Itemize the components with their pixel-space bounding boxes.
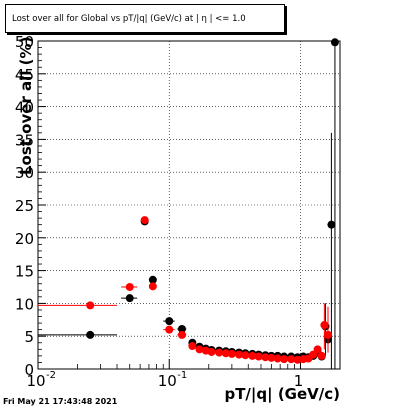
data-point [323,330,332,339]
x-axis-label: pT/|q| (GeV/c) [224,385,340,403]
data-point [207,347,216,356]
y-tick-label: 0 [24,361,34,379]
y-tick-label: 50 [15,33,34,51]
data-point [148,282,157,291]
data-point [261,353,270,362]
data-point [287,355,296,364]
y-tick-label: 25 [15,197,34,215]
data-point [148,275,157,284]
data-point [241,351,250,360]
x-tick-label: 10 [26,372,45,390]
y-tick-label: 45 [15,66,34,84]
timestamp: Fri May 21 17:43:48 2021 [3,397,118,406]
data-point [320,321,329,330]
data-point [327,220,336,229]
x-tick-label: 10 [158,372,177,390]
data-point [165,325,174,334]
data-point [317,351,326,360]
data-point [309,350,318,359]
chart-title: Lost over all for Global vs pT/|q| (GeV/… [12,13,246,24]
data-point [125,294,134,303]
title-box: Lost over all for Global vs pT/|q| (GeV/… [5,4,285,33]
data-point [280,355,289,364]
y-axis-label: Lost over all (%) [17,36,35,175]
data-point [248,351,257,360]
data-layer [38,38,339,369]
y-tick-label: 35 [15,131,34,149]
data-point [125,283,134,291]
data-point [273,354,282,363]
data-point [140,216,149,225]
x-tick-exponent: -2 [46,370,56,381]
y-tick-label: 40 [15,99,34,117]
data-point [227,349,236,358]
y-tick-label: 10 [15,295,34,313]
grid-lines [38,41,340,369]
data-point [177,330,186,339]
x-tick-exponent: -1 [177,370,187,381]
data-point [267,353,276,362]
y-tick-label: 30 [15,164,34,182]
data-point [86,301,95,310]
y-tick-label: 20 [15,230,34,248]
data-point [313,345,322,354]
x-tick-label: 1 [294,372,304,390]
y-tick-label: 5 [24,328,34,346]
data-point [177,324,186,333]
data-point [86,330,95,339]
data-point [195,345,204,354]
data-point [221,349,230,358]
y-tick-label: 15 [15,263,34,281]
data-point [254,352,263,361]
data-point [188,342,197,351]
data-point [165,317,174,326]
data-point [234,350,243,359]
data-point [215,348,224,357]
data-point [330,38,339,47]
